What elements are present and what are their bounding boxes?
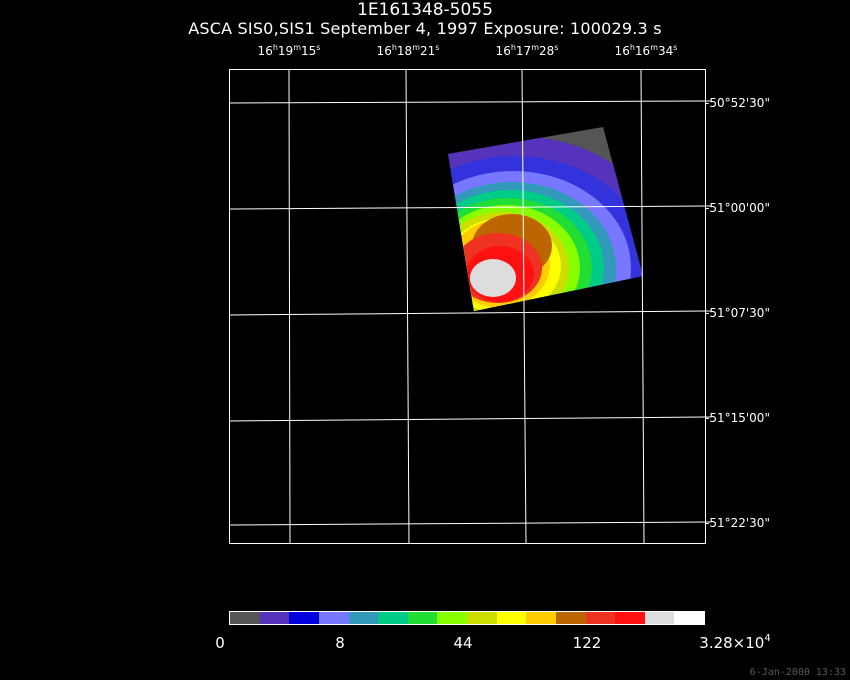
colorbar-label: 8 <box>335 634 345 652</box>
dec-tick-label: -51°07'30" <box>705 306 770 320</box>
colorbar-segment <box>407 612 438 624</box>
dec-gridline <box>229 205 706 210</box>
colorbar-segment <box>467 612 497 624</box>
colorbar-label: 0 <box>215 634 225 652</box>
dec-tick-label: -51°00'00" <box>705 201 770 215</box>
coordinate-grid <box>229 69 706 544</box>
dec-tick-label: -50°52'30" <box>705 96 770 110</box>
colorbar-segment <box>496 612 527 624</box>
dec-tick-label: -51°15'00" <box>705 411 770 425</box>
colorbar-segment <box>615 612 645 624</box>
ra-tick-label: 16h17m28s <box>495 43 559 59</box>
ra-gridline <box>640 69 645 544</box>
colorbar-segment <box>644 612 675 624</box>
dec-gridline <box>229 310 706 316</box>
colorbar-segment <box>378 612 408 624</box>
colorbar-segment <box>674 612 704 624</box>
dec-gridline <box>229 521 706 526</box>
ra-tick-label: 16h19m15s <box>257 43 321 59</box>
ra-gridline <box>405 69 410 544</box>
dec-gridline <box>229 416 706 422</box>
colorbar-segment <box>437 612 467 624</box>
colorbar-segment <box>585 612 616 624</box>
colorbar-segment <box>318 612 349 624</box>
color-scale-bar <box>229 611 705 625</box>
colorbar-label: 122 <box>572 634 602 652</box>
intensity-map <box>448 127 643 311</box>
colorbar-label-max: 3.28×104 <box>699 633 771 653</box>
colorbar-label: 44 <box>453 634 473 652</box>
ra-tick-label: 16h18m21s <box>376 43 440 59</box>
colorbar-segment <box>289 612 319 624</box>
dec-tick-marks <box>705 100 711 523</box>
colorbar-segment <box>526 612 556 624</box>
colorbar-segment <box>555 612 586 624</box>
colorbar-segment <box>230 612 260 624</box>
dec-gridline <box>229 100 706 104</box>
image-title: 1E161348-5055 <box>357 0 493 20</box>
colorbar-segment <box>348 612 379 624</box>
observation-subtitle: ASCA SIS0,SIS1 September 4, 1997 Exposur… <box>188 19 662 38</box>
ra-gridline <box>521 69 527 544</box>
colorbar-segment <box>259 612 290 624</box>
date-stamp: 6-Jan-2000 13:33 <box>749 667 846 678</box>
ra-gridline <box>288 69 291 544</box>
plot-frame <box>229 69 706 544</box>
ra-tick-label: 16h16m34s <box>614 43 678 59</box>
dec-tick-label: -51°22'30" <box>705 516 770 530</box>
